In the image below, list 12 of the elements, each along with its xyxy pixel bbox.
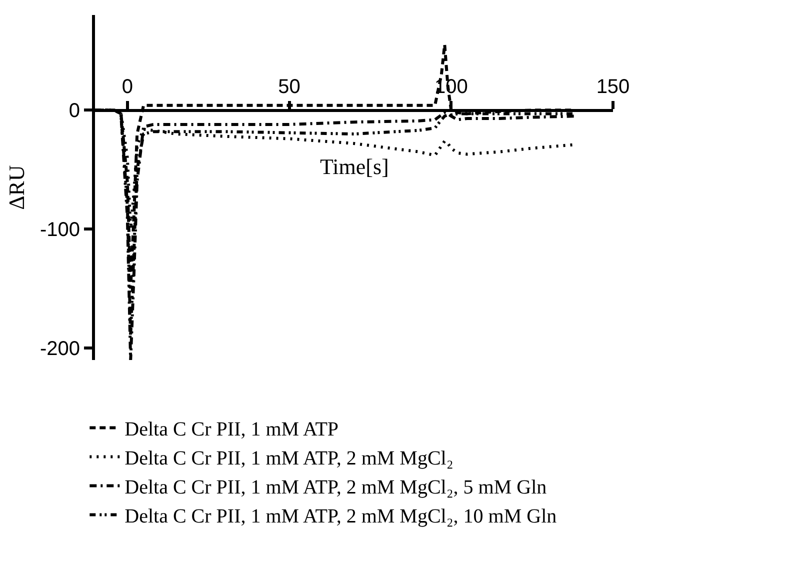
legend-label: Delta C Cr PII, 1 mM ATP, 2 mM MgCl₂ [124, 448, 454, 470]
x-tick-label: 150 [596, 76, 630, 98]
y-axis-title: ΔRU [4, 165, 29, 210]
x-tick-label: 0 [122, 76, 133, 98]
y-tick-label: -200 [40, 338, 80, 360]
y-tick-label: -100 [40, 219, 80, 242]
x-tick-label: 50 [278, 76, 300, 98]
legend-label: Delta C Cr PII, 1 mM ATP [124, 418, 339, 441]
y-tick-label: 0 [68, 100, 80, 122]
legend-label: Delta C Cr PII, 1 mM ATP, 2 mM MgCl₂, 5 mM Gln [124, 476, 547, 499]
x-axis-title: Time[s] [320, 154, 389, 179]
legend-label: Delta C Cr PII, 1 mM ATP, 2 mM MgCl₂, 10 mM Gln [124, 506, 557, 528]
